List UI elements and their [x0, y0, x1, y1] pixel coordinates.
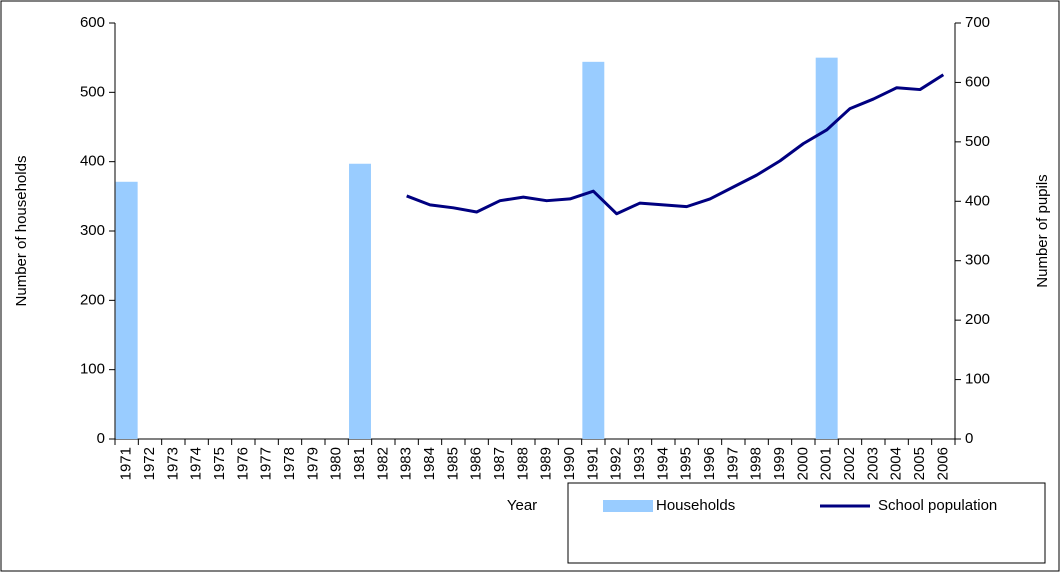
- x-tick-label: 2002: [841, 447, 858, 480]
- y-tick-label: 400: [80, 153, 105, 170]
- x-tick-label: 2003: [864, 447, 881, 480]
- y2-tick-label: 600: [965, 73, 990, 90]
- y2-tick-label: 300: [965, 252, 990, 269]
- x-tick-label: 1999: [771, 447, 788, 480]
- x-axis-label: Year: [507, 497, 537, 514]
- x-tick-label: 1982: [374, 447, 391, 480]
- legend-label: Households: [656, 497, 735, 514]
- y2-tick-label: 400: [965, 192, 990, 209]
- x-tick-label: 1998: [748, 447, 765, 480]
- bar: [115, 181, 138, 440]
- x-tick-label: 1987: [491, 447, 508, 480]
- y-tick-label: 600: [80, 14, 105, 31]
- y2-axis-label: Number of pupils: [1034, 174, 1051, 287]
- y2-tick-label: 700: [965, 14, 990, 31]
- y2-tick-label: 200: [965, 311, 990, 328]
- y2-tick-label: 0: [965, 430, 973, 447]
- x-tick-label: 1988: [514, 447, 531, 480]
- x-tick-label: 1990: [561, 447, 578, 480]
- legend: [567, 482, 1046, 564]
- bar: [582, 61, 605, 440]
- bar: [349, 163, 371, 439]
- x-tick-label: 2000: [794, 447, 811, 480]
- x-tick-label: 1993: [631, 447, 648, 480]
- bar: [815, 57, 838, 440]
- x-tick-label: 1986: [468, 447, 485, 480]
- x-tick-label: 1977: [258, 447, 275, 480]
- x-tick-label: 1971: [118, 447, 135, 480]
- x-tick-label: 1976: [234, 447, 251, 480]
- x-tick-label: 1992: [608, 447, 625, 480]
- x-tick-label: 1997: [724, 447, 741, 480]
- x-tick-label: 1989: [538, 447, 555, 480]
- x-tick-label: 2001: [818, 447, 835, 480]
- y-tick-label: 100: [80, 361, 105, 378]
- y-axis-label: Number of households: [13, 156, 30, 307]
- y-tick-label: 300: [80, 222, 105, 239]
- x-tick-label: 2005: [911, 447, 928, 480]
- x-tick-label: 1983: [398, 447, 415, 480]
- x-tick-label: 1995: [678, 447, 695, 480]
- y-tick-label: 500: [80, 83, 105, 100]
- x-tick-label: 1996: [701, 447, 718, 480]
- y-tick-label: 0: [97, 430, 105, 447]
- y2-tick-label: 500: [965, 133, 990, 150]
- x-tick-label: 1980: [328, 447, 345, 480]
- x-tick-label: 1974: [188, 447, 205, 480]
- legend-swatch: [603, 500, 653, 512]
- x-tick-label: 1994: [654, 447, 671, 480]
- x-tick-label: 2006: [934, 447, 951, 480]
- x-tick-label: 1973: [164, 447, 181, 480]
- x-tick-label: 2004: [888, 447, 905, 480]
- y2-tick-label: 100: [965, 371, 990, 388]
- x-tick-label: 1985: [444, 447, 461, 480]
- x-tick-label: 1978: [281, 447, 298, 480]
- x-tick-label: 1979: [304, 447, 321, 480]
- legend-label: School population: [878, 497, 997, 514]
- x-tick-label: 1991: [584, 447, 601, 480]
- x-tick-label: 1975: [211, 447, 228, 480]
- x-tick-label: 1981: [351, 447, 368, 480]
- x-tick-label: 1972: [141, 447, 158, 480]
- y-tick-label: 200: [80, 291, 105, 308]
- x-tick-label: 1984: [421, 447, 438, 480]
- line: [406, 73, 945, 216]
